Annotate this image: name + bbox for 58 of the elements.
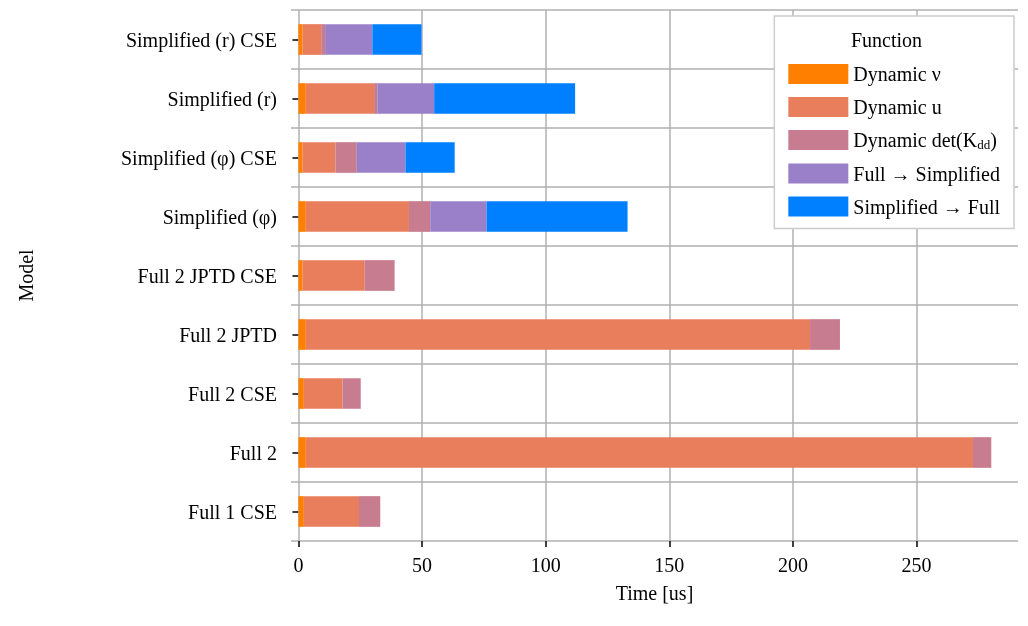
bar: [298, 83, 306, 114]
bar: [298, 142, 303, 173]
bar: [303, 496, 359, 527]
bar: [302, 24, 322, 55]
y-axis-title: Model: [15, 248, 37, 302]
legend-label: Dynamic u: [853, 96, 942, 119]
bar: [430, 201, 487, 232]
legend-label: Simplified → Full: [853, 195, 1001, 219]
y-tick-label: Simplified (φ): [162, 205, 277, 229]
bar: [303, 378, 343, 409]
y-tick-label: Simplified (r): [167, 87, 277, 111]
x-tick-label: 0: [293, 554, 304, 576]
bar: [486, 201, 628, 232]
bar: [372, 24, 422, 55]
bar: [342, 378, 361, 409]
x-tick-label: 200: [777, 554, 808, 576]
bar: [321, 24, 326, 55]
bar: [305, 83, 375, 114]
bar: [298, 496, 304, 527]
bar: [359, 496, 381, 527]
legend-label: Dynamic det(Kdd): [853, 129, 997, 152]
y-tick-label: Full 2: [229, 441, 277, 464]
y-tick-label: Full 2 JPTD: [179, 323, 277, 346]
y-tick-label: Simplified (r) CSE: [125, 28, 277, 52]
x-axis-title: Time [us]: [615, 582, 694, 604]
bar: [305, 319, 811, 350]
bar: [298, 378, 304, 409]
y-tick-label: Full 2 JPTD CSE: [137, 264, 277, 287]
bar: [298, 260, 303, 291]
legend-label: Full → Simplified: [853, 162, 1001, 186]
bar: [298, 319, 306, 350]
bar: [408, 201, 431, 232]
x-tick-label: 150: [654, 554, 685, 576]
bar: [298, 24, 303, 55]
bar: [973, 437, 992, 468]
bar: [305, 201, 409, 232]
x-tick-label: 250: [901, 554, 932, 576]
bar: [356, 142, 406, 173]
x-tick-label: 100: [530, 554, 561, 576]
bar: [302, 142, 336, 173]
bar: [305, 437, 973, 468]
bar: [810, 319, 840, 350]
bar: [374, 83, 378, 114]
bar: [364, 260, 395, 291]
bar: [302, 260, 365, 291]
legend-label: Dynamic ν: [853, 63, 941, 86]
bar: [298, 437, 306, 468]
y-tick-label: Full 2 CSE: [188, 382, 277, 405]
bar: [298, 201, 306, 232]
bar: [335, 142, 357, 173]
y-tick-label: Simplified (φ) CSE: [121, 146, 277, 170]
bar: [325, 24, 373, 55]
bar: [434, 83, 576, 114]
y-tick-label: Full 1 CSE: [188, 500, 277, 523]
bar: [377, 83, 435, 114]
bar: [405, 142, 455, 173]
x-tick-label: 50: [412, 554, 433, 576]
legend-title: Function: [850, 29, 923, 51]
